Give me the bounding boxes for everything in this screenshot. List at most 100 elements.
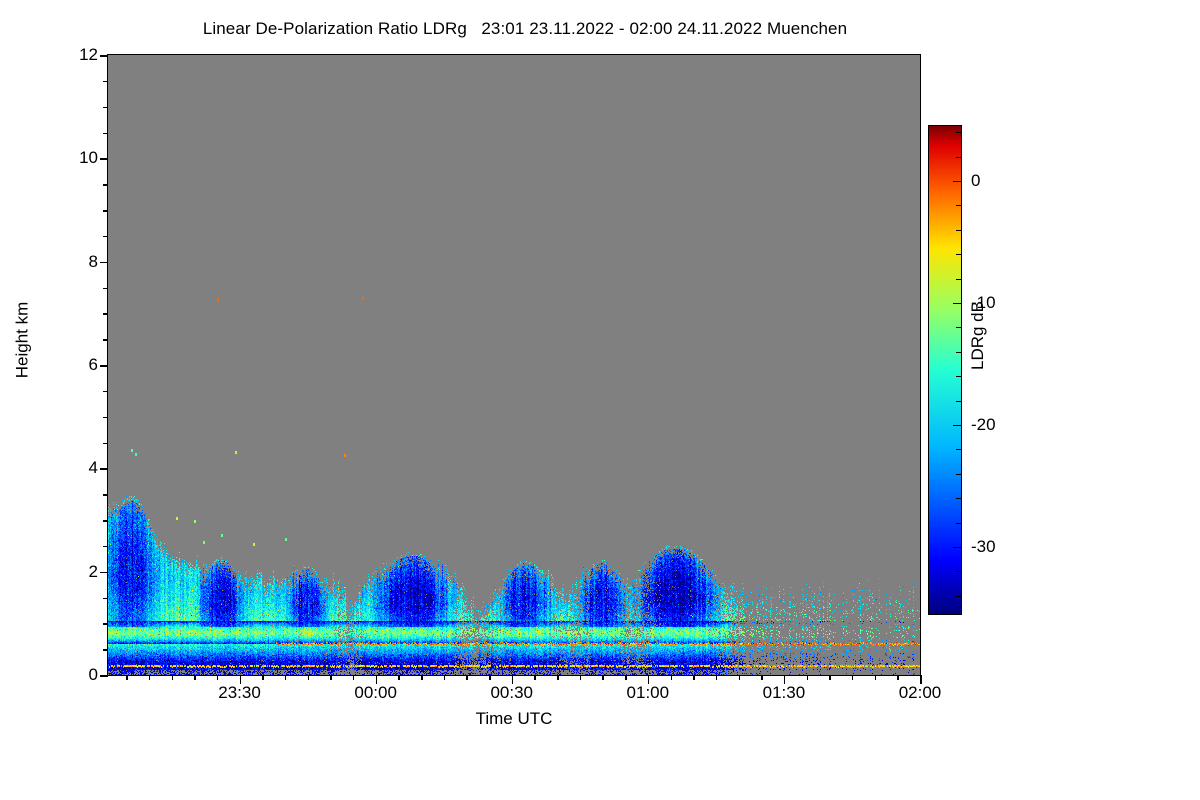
x-minor-tick-mark (534, 675, 536, 680)
y-minor-tick-mark (103, 494, 108, 496)
y-tick-mark (100, 158, 108, 160)
x-tick-label: 01:00 (626, 683, 670, 702)
colorbar-tick-mark (953, 180, 961, 183)
colorbar-minor-tick-mark (956, 156, 961, 158)
y-minor-tick-mark (103, 390, 108, 393)
y-minor-tick-mark (103, 520, 108, 522)
x-tick-mark (511, 675, 514, 684)
colorbar-minor-tick-mark (956, 327, 961, 329)
x-minor-tick-mark (307, 675, 310, 680)
x-tick-mark (647, 675, 650, 684)
y-minor-tick-mark (103, 442, 108, 444)
colorbar-minor-tick-mark (956, 229, 961, 231)
x-minor-tick-mark (851, 675, 854, 680)
colorbar-minor-tick-mark (956, 132, 961, 134)
colorbar-minor-tick-mark (956, 595, 961, 597)
x-minor-tick-mark (738, 675, 741, 680)
x-tick-label: 23:30 (218, 683, 261, 702)
x-minor-tick-mark (489, 675, 491, 680)
y-minor-tick-mark (103, 597, 108, 599)
colorbar-minor-tick-mark (956, 351, 961, 353)
figure-title: Linear De-Polarization Ratio LDRg 23:01 … (202, 19, 848, 38)
colorbar-minor-tick-mark (956, 205, 961, 207)
x-minor-tick-mark (715, 675, 718, 680)
y-minor-tick-mark (103, 313, 108, 315)
x-minor-tick-mark (806, 675, 809, 680)
x-minor-tick-mark (557, 675, 559, 680)
x-minor-tick-mark (829, 675, 831, 680)
y-tick-mark (100, 468, 108, 470)
x-tick-label: 01:30 (762, 683, 806, 702)
ldr-heatmap-canvas (108, 55, 920, 675)
y-minor-tick-mark (103, 287, 108, 289)
y-minor-tick-mark (103, 545, 108, 548)
x-minor-tick-mark (466, 675, 468, 680)
x-minor-tick-mark (670, 675, 672, 680)
colorbar-minor-tick-mark (956, 376, 961, 378)
x-minor-tick-mark (579, 675, 582, 680)
x-tick-mark (783, 675, 786, 684)
x-minor-tick-mark (352, 675, 355, 680)
colorbar-minor-tick-mark (956, 278, 961, 280)
x-minor-tick-mark (897, 675, 899, 680)
y-minor-tick-mark (103, 210, 108, 212)
y-tick-label: 12 (79, 45, 98, 64)
y-tick-mark (100, 365, 108, 367)
colorbar-tick-mark (953, 424, 961, 427)
y-tick-mark (100, 571, 108, 574)
x-minor-tick-mark (330, 675, 332, 680)
y-tick-label: 10 (79, 148, 98, 168)
y-minor-tick-mark (103, 184, 108, 186)
x-minor-tick-mark (284, 675, 287, 680)
colorbar-tick-label: -30 (971, 536, 996, 556)
colorbar-minor-tick-mark (956, 498, 961, 500)
y-tick-label: 4 (88, 458, 98, 478)
colorbar-minor-tick-mark (956, 522, 961, 524)
x-tick-label: 00:00 (354, 683, 397, 702)
colorbar-minor-tick-mark (956, 449, 961, 451)
y-tick-mark (100, 55, 108, 57)
colorbar-tick-label: -10 (971, 292, 996, 312)
x-minor-tick-mark (398, 675, 400, 680)
y-tick-label: 0 (88, 665, 98, 684)
x-tick-label: 00:30 (490, 683, 533, 702)
colorbar-tick-mark (953, 546, 961, 549)
y-minor-tick-mark (103, 106, 108, 109)
y-minor-tick-mark (103, 339, 108, 341)
x-minor-tick-mark (625, 675, 627, 680)
x-minor-tick-mark (602, 675, 604, 680)
colorbar-minor-tick-mark (956, 473, 961, 475)
x-minor-tick-mark (421, 675, 423, 680)
y-tick-label: 6 (88, 355, 98, 374)
y-axis-label: Height km (12, 301, 32, 379)
y-minor-tick-mark (103, 132, 108, 134)
x-minor-tick-mark (148, 675, 151, 680)
y-tick-mark (100, 261, 108, 264)
colorbar-minor-tick-mark (956, 400, 961, 402)
x-minor-tick-mark (443, 675, 446, 680)
x-minor-tick-mark (126, 675, 128, 680)
y-minor-tick-mark (103, 235, 108, 238)
x-minor-tick-mark (171, 675, 173, 680)
x-minor-tick-mark (874, 675, 877, 680)
x-tick-label: 02:00 (898, 683, 942, 702)
x-tick-mark (375, 675, 378, 684)
y-minor-tick-mark (103, 623, 108, 625)
colorbar-title: LDRg dB (968, 301, 987, 370)
y-minor-tick-mark (103, 649, 108, 651)
x-minor-tick-mark (216, 675, 219, 680)
x-axis-label: Time UTC (475, 709, 553, 728)
colorbar-tick-label: -20 (971, 414, 996, 434)
y-tick-mark (100, 675, 108, 677)
x-minor-tick-mark (693, 675, 695, 680)
y-tick-label: 8 (88, 251, 98, 271)
colorbar-minor-tick-mark (956, 571, 961, 573)
y-minor-tick-mark (103, 80, 108, 83)
x-tick-mark (239, 675, 242, 684)
x-minor-tick-mark (761, 675, 763, 680)
x-minor-tick-mark (262, 675, 264, 680)
x-tick-mark (920, 675, 922, 684)
y-tick-label: 2 (88, 561, 98, 581)
y-minor-tick-mark (103, 416, 108, 419)
